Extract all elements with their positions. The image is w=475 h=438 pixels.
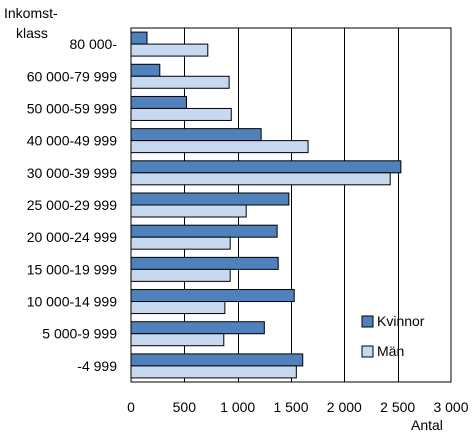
bar-man bbox=[130, 43, 209, 57]
bar-kvinnor bbox=[130, 353, 304, 367]
category-label: 25 000-29 999 bbox=[27, 197, 118, 213]
category-label: 30 000-39 999 bbox=[27, 165, 118, 181]
bar-kvinnor bbox=[130, 289, 295, 303]
category-label: 15 000-19 999 bbox=[27, 261, 118, 277]
category-labels: 80 000- 60 000-79 999 50 000-59 999 40 000-… bbox=[27, 36, 118, 374]
legend: Kvinnor Män bbox=[361, 313, 425, 359]
category-label: 50 000-59 999 bbox=[27, 100, 118, 116]
category-label: 60 000-79 999 bbox=[27, 68, 118, 84]
bar-kvinnor bbox=[130, 160, 402, 174]
bar-man bbox=[130, 140, 309, 154]
y-axis-title-line1: Inkomst- bbox=[4, 5, 58, 21]
x-tick-label: 1 000 bbox=[220, 399, 255, 415]
bar-man bbox=[130, 75, 230, 89]
x-axis-title: Antal bbox=[411, 417, 443, 433]
x-tick-label: 1 500 bbox=[273, 399, 308, 415]
bar-kvinnor bbox=[130, 256, 279, 270]
bar-kvinnor bbox=[130, 321, 265, 335]
bar-man bbox=[130, 301, 226, 315]
bars bbox=[130, 31, 402, 379]
bar-man bbox=[130, 204, 247, 218]
x-tick-label: 0 bbox=[127, 399, 135, 415]
x-tick-label: 2 500 bbox=[380, 399, 415, 415]
x-tick-label: 500 bbox=[173, 399, 197, 415]
bar-man bbox=[130, 365, 297, 379]
x-tick-label: 2 000 bbox=[327, 399, 362, 415]
x-tick-label: 3 000 bbox=[433, 399, 468, 415]
bar-kvinnor bbox=[130, 192, 290, 206]
bar-man bbox=[130, 236, 231, 250]
bar-man bbox=[130, 333, 225, 347]
category-label: 80 000- bbox=[70, 36, 118, 52]
bar-man bbox=[130, 172, 391, 186]
bar-kvinnor bbox=[130, 31, 148, 45]
category-label: 10 000-14 999 bbox=[27, 294, 118, 310]
category-label: 20 000-24 999 bbox=[27, 229, 118, 245]
bar-kvinnor bbox=[130, 95, 187, 109]
bar-kvinnor bbox=[130, 224, 278, 238]
legend-label-kvinnor: Kvinnor bbox=[377, 313, 425, 329]
category-label: 5 000-9 999 bbox=[42, 326, 117, 342]
category-label: 40 000-49 999 bbox=[27, 133, 118, 149]
category-label: -4 999 bbox=[77, 358, 117, 374]
bar-kvinnor bbox=[130, 63, 161, 77]
legend-swatch-man bbox=[361, 345, 374, 358]
plot-area-border bbox=[130, 27, 452, 383]
x-tick-labels: 0 500 1 000 1 500 2 000 2 500 3 000 bbox=[127, 399, 469, 415]
bar-man bbox=[130, 268, 231, 282]
bar-man bbox=[130, 107, 232, 121]
y-axis-title-line2: klass bbox=[16, 25, 48, 41]
legend-label-man: Män bbox=[377, 343, 404, 359]
legend-swatch-kvinnor bbox=[361, 315, 374, 328]
bar-kvinnor bbox=[130, 128, 262, 142]
